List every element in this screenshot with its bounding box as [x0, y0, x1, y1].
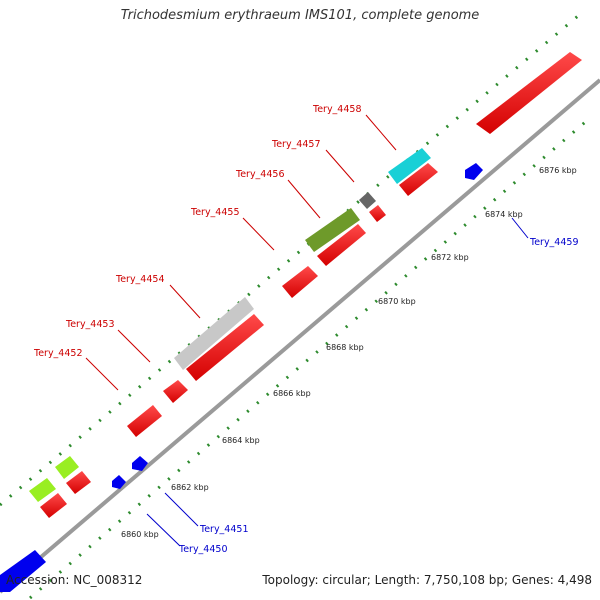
scale-label: 6870 kbp	[378, 297, 416, 306]
gene-feature-4452[interactable]	[127, 405, 162, 437]
forward-genes	[40, 52, 582, 518]
genome-backbone	[0, 78, 600, 594]
scale-label: 6876 kbp	[539, 166, 577, 175]
gene-feature-4450f[interactable]	[40, 493, 67, 518]
dark-gray-feature[interactable]	[359, 192, 376, 209]
genome-summary-text: Topology: circular; Length: 7,750,108 bp…	[262, 573, 592, 587]
gene-feature-4449[interactable]	[0, 550, 46, 592]
scale-labels: 6860 kbp 6862 kbp 6864 kbp 6866 kbp 6868…	[121, 166, 577, 539]
gene-feature-4454[interactable]	[186, 314, 264, 381]
light-gray-feature[interactable]	[174, 297, 254, 370]
scale-label: 6860 kbp	[121, 530, 159, 539]
gene-label-tery-4454[interactable]: Tery_4454	[115, 274, 165, 285]
gene-feature-4451[interactable]	[132, 456, 148, 471]
gene-label-tery-4452[interactable]: Tery_4452	[33, 348, 83, 359]
gene-feature-4453[interactable]	[163, 380, 188, 403]
gene-feature-4450[interactable]	[112, 475, 126, 489]
other-features	[29, 148, 431, 502]
lime-feature-b[interactable]	[29, 478, 56, 502]
scale-label: 6868 kbp	[326, 343, 364, 352]
gene-feature-4457[interactable]	[399, 163, 438, 196]
inner-tick-track	[29, 116, 591, 600]
map-title: Trichodesmium erythraeum IMS101, complet…	[120, 8, 480, 23]
reverse-genes	[0, 163, 483, 592]
gene-feature-4458[interactable]	[476, 52, 582, 134]
gene-label-tery-4457[interactable]: Tery_4457	[271, 139, 321, 150]
gene-label-tery-4456[interactable]: Tery_4456	[235, 169, 285, 180]
scale-label: 6872 kbp	[431, 253, 469, 262]
gene-feature-4456b[interactable]	[369, 205, 386, 222]
gene-feature-4459[interactable]	[465, 163, 483, 180]
gene-label-tery-4450[interactable]: Tery_4450	[178, 544, 228, 555]
accession-text: Accession: NC_008312	[6, 573, 143, 587]
scale-label: 6864 kbp	[222, 436, 260, 445]
leader-lines	[85, 114, 529, 547]
cyan-feature[interactable]	[388, 148, 431, 184]
gene-labels: Tery_4450 Tery_4451 Tery_4452 Tery_4453 …	[33, 104, 579, 555]
scale-label: 6866 kbp	[273, 389, 311, 398]
gene-label-tery-4458[interactable]: Tery_4458	[312, 104, 362, 115]
scale-label: 6862 kbp	[171, 483, 209, 492]
gene-label-tery-4459[interactable]: Tery_4459	[529, 237, 579, 248]
lime-feature-a[interactable]	[55, 456, 79, 479]
outer-tick-track	[0, 8, 586, 507]
olive-feature[interactable]	[305, 208, 360, 252]
gene-feature-4451f[interactable]	[66, 471, 91, 494]
gene-label-tery-4453[interactable]: Tery_4453	[65, 319, 115, 330]
scale-label: 6874 kbp	[485, 210, 523, 219]
gene-feature-4455[interactable]	[282, 266, 318, 298]
gene-label-tery-4455[interactable]: Tery_4455	[190, 207, 240, 218]
gene-feature-4456[interactable]	[317, 224, 366, 266]
gene-label-tery-4451[interactable]: Tery_4451	[199, 524, 249, 535]
